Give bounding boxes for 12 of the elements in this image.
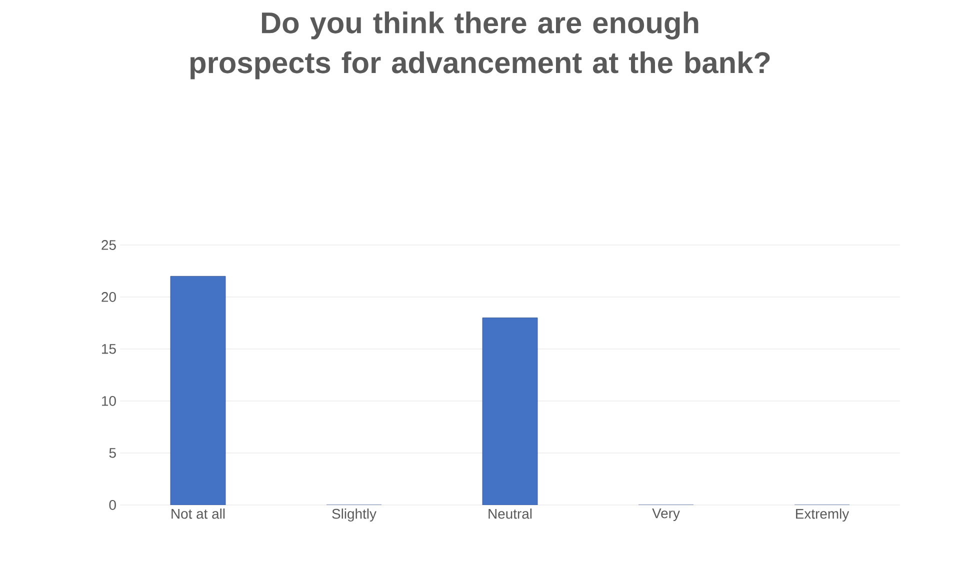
x-tick-label: Very [652,508,680,522]
y-tick-label: 10 [102,396,116,406]
x-tick-label: Not at all [172,508,225,519]
x-tick-label: Neutral [488,508,532,519]
y-tick-label: 0 [109,500,116,510]
y-tick-label: 20 [102,292,116,302]
y-tick-label: 5 [109,448,116,458]
chart-title: Do you think there are enough prospects for advancement at the bank? [190,12,770,80]
y-tick-label: 15 [102,344,116,354]
y-tick-label: 25 [102,240,116,250]
x-tick-label: Slightly [332,508,376,522]
x-tick-label: Extremly [796,508,850,522]
